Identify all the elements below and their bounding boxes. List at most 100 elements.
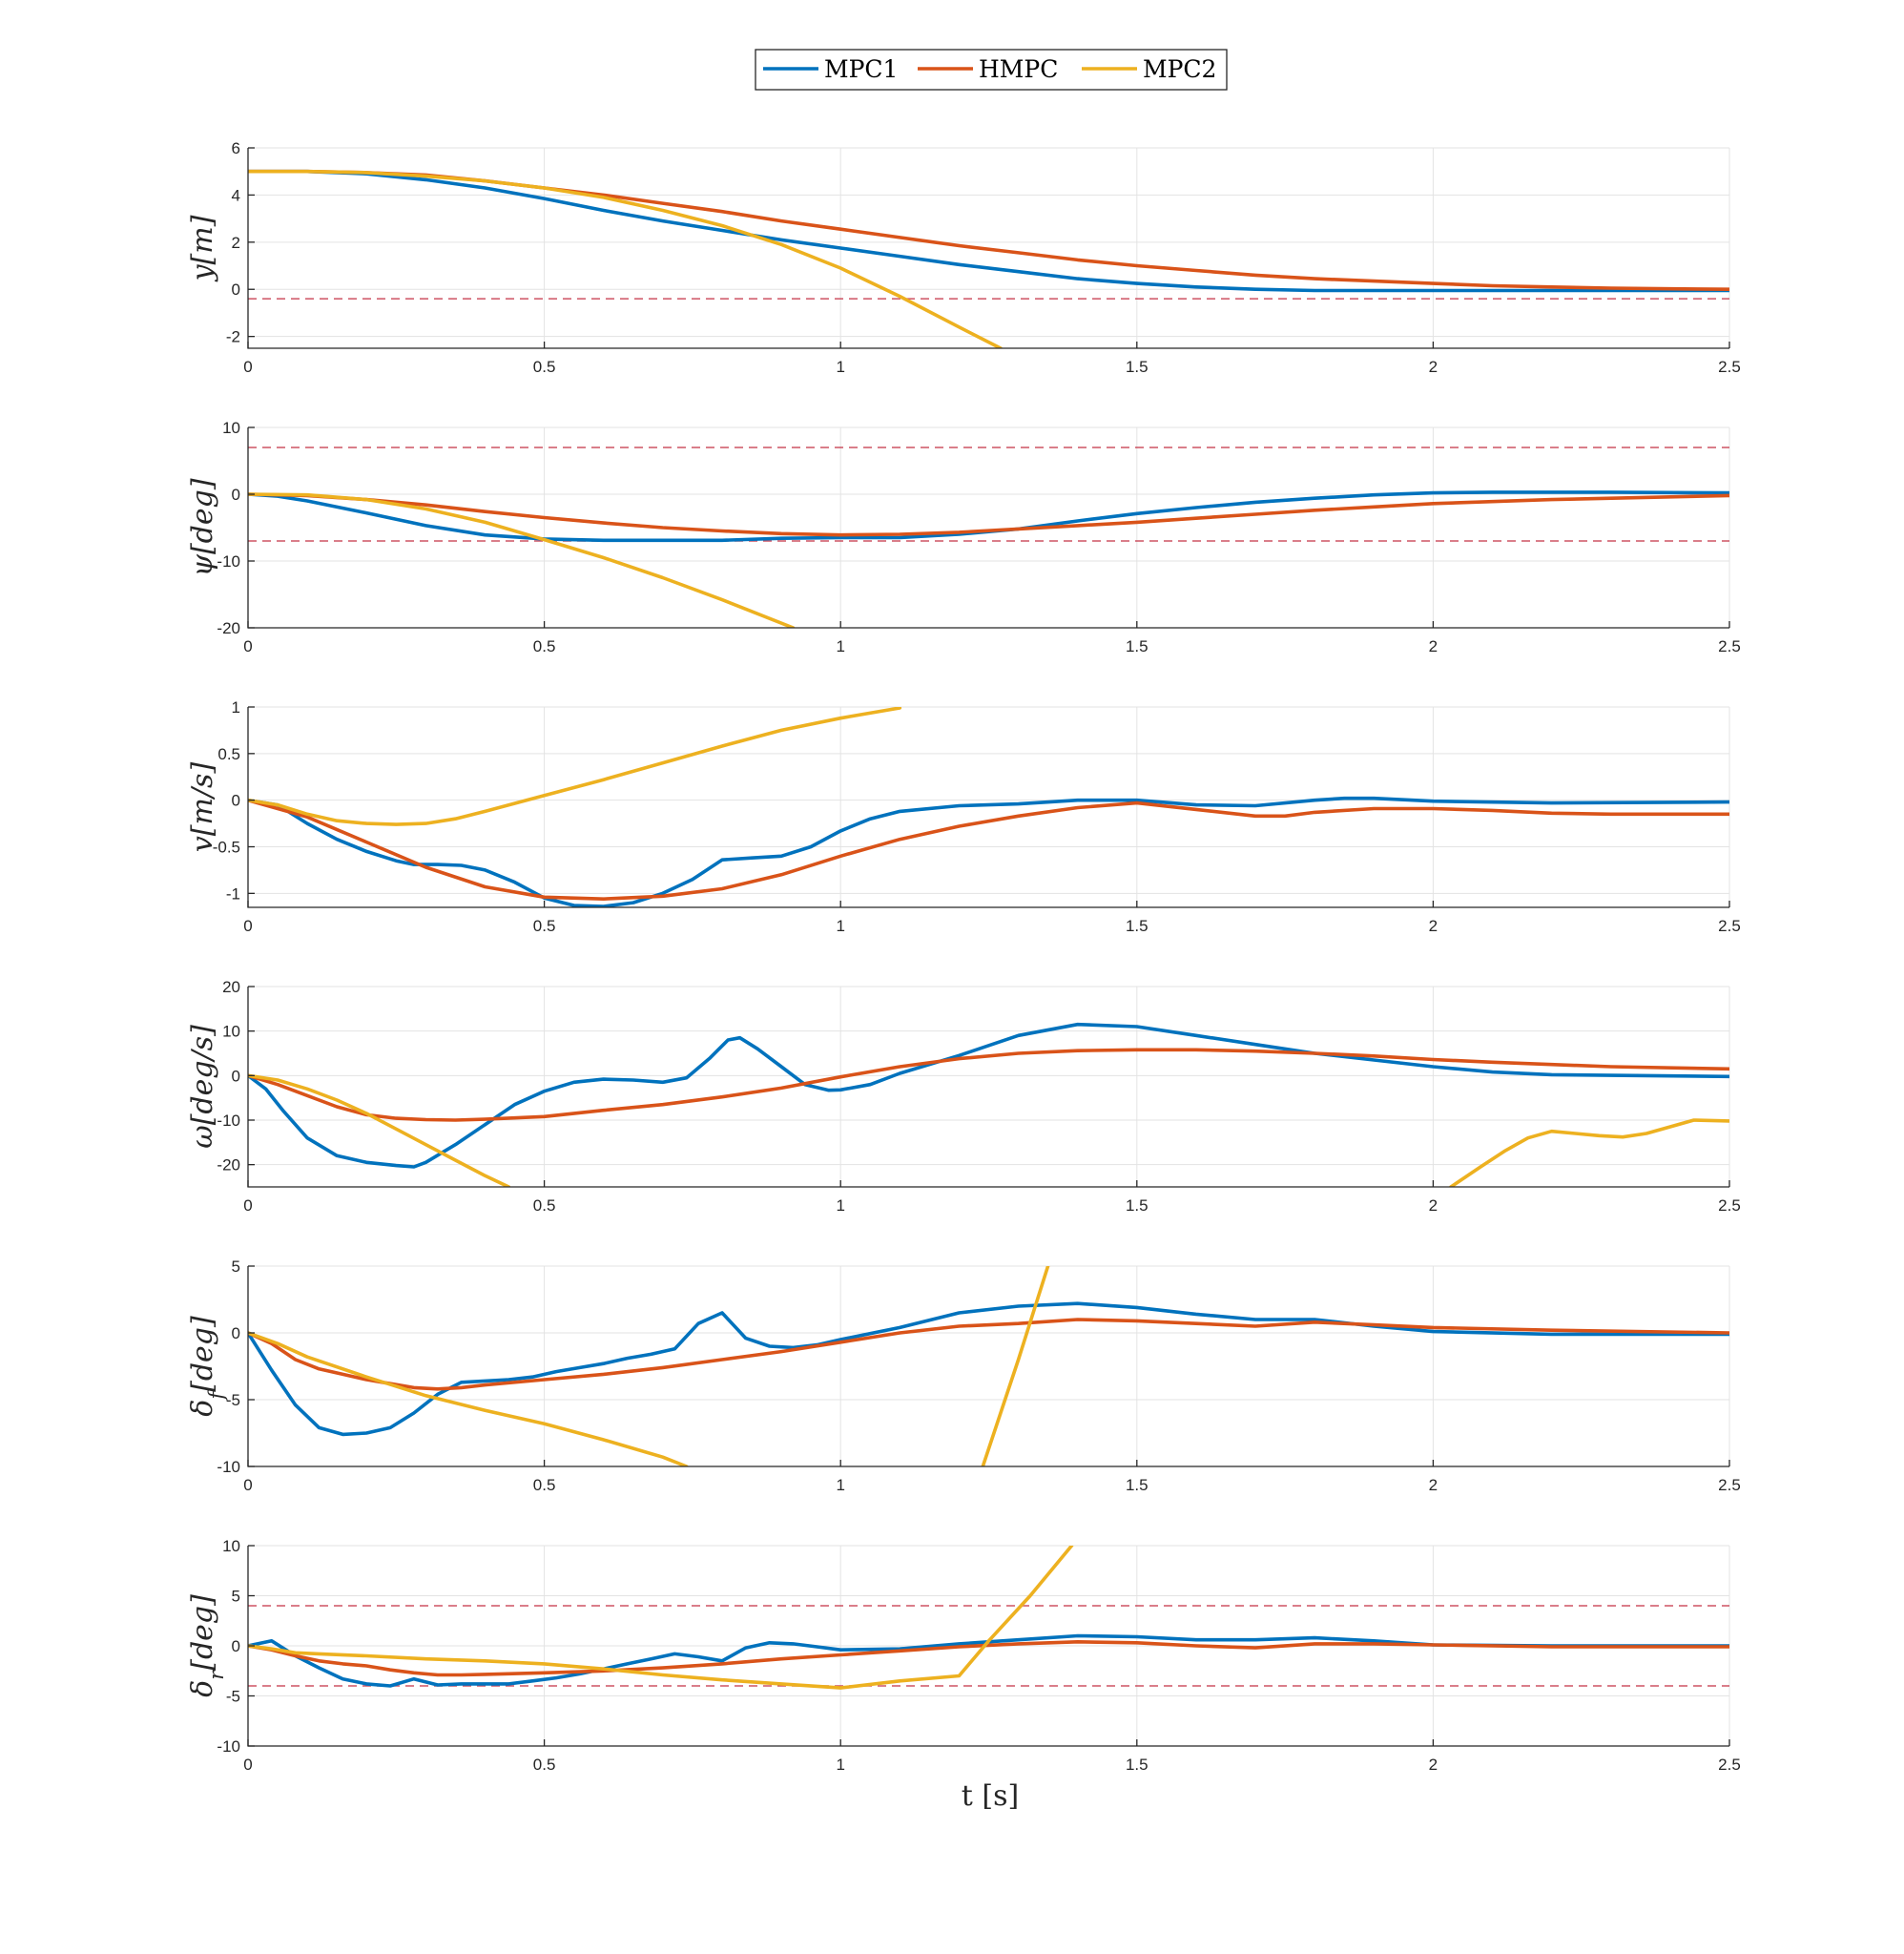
series-line-hmpc xyxy=(248,1640,1729,1677)
x-tick-label: 0.5 xyxy=(533,637,556,655)
legend-box xyxy=(755,49,1228,91)
y-tick-label: 2 xyxy=(232,234,240,252)
legend-label-mpc2: MPC2 xyxy=(1143,55,1216,83)
subplot-4: 0 0.5 1 1.5 2 2.5 -20 -10 0 10 20 ω[deg/s] xyxy=(186,978,1741,1215)
subplot-2: 0 0.5 1 1.5 2 2.5 -20 -10 0 10 ψ[deg] xyxy=(186,419,1741,655)
series-line-mpc1 xyxy=(248,1301,1729,1437)
x-tick-label: 2.5 xyxy=(1718,1196,1741,1215)
series-group xyxy=(248,490,1729,628)
subplot-6: 0 0.5 1 1.5 2 2.5 -10 -5 0 5 10 δr[deg] xyxy=(186,1537,1741,1774)
y-tick-label: 0 xyxy=(232,1324,240,1342)
series-line-mpc2 xyxy=(248,1546,1074,1690)
x-tick-label: 1.5 xyxy=(1126,1476,1149,1494)
x-tick-label: 1.5 xyxy=(1126,358,1149,376)
series-line-hmpc xyxy=(248,492,1729,537)
y-tick-label: 10 xyxy=(222,1537,240,1555)
axes-frame xyxy=(247,987,1729,1188)
y-tick-label: 10 xyxy=(222,419,240,437)
x-tick-label: 1 xyxy=(836,1476,844,1494)
legend-label-mpc1: MPC1 xyxy=(824,55,898,83)
x-tick-label: 2.5 xyxy=(1718,1756,1741,1774)
x-tick-label: 1 xyxy=(836,917,844,935)
y-tick-label: 0 xyxy=(232,1067,240,1085)
y-tick-label: -2 xyxy=(226,328,240,346)
series-line-hmpc xyxy=(248,169,1729,291)
y-axis-label: y[m] xyxy=(186,215,219,282)
series-line-hmpc xyxy=(248,798,1729,901)
x-tick-label: 0.5 xyxy=(533,1476,556,1494)
series-line-mpc1 xyxy=(248,169,1729,293)
x-tick-label: 0.5 xyxy=(533,1756,556,1774)
x-tick-label: 1 xyxy=(836,1196,844,1215)
y-tick-label: -10 xyxy=(217,1112,240,1130)
series-line-mpc2 xyxy=(248,169,1003,348)
series-line-hmpc xyxy=(248,1318,1729,1391)
subplot-3: 0 0.5 1 1.5 2 2.5 -1 -0.5 0 0.5 1 v[m/s] xyxy=(186,698,1741,935)
x-tick-label: 2 xyxy=(1429,358,1438,376)
x-tick-label: 0 xyxy=(243,1476,252,1494)
y-tick-label: 0 xyxy=(232,792,240,810)
series-line-mpc2 xyxy=(248,1331,689,1466)
x-tick-label: 0 xyxy=(243,1756,252,1774)
x-tick-label: 2 xyxy=(1429,637,1438,655)
y-tick-label: -20 xyxy=(217,1156,240,1174)
legend: MPC1 HMPC MPC2 xyxy=(755,49,1228,91)
y-axis-label: ω[deg/s] xyxy=(186,1025,219,1149)
series-line-hmpc xyxy=(248,1048,1729,1122)
x-tick-label: 0.5 xyxy=(533,917,556,935)
series-line-mpc2 xyxy=(981,1266,1050,1466)
x-tick-label: 1.5 xyxy=(1126,917,1149,935)
series-line-mpc2 xyxy=(1449,1118,1729,1187)
y-tick-label: -1 xyxy=(226,884,240,903)
series-line-mpc2 xyxy=(248,1073,511,1187)
x-tick-label: 2 xyxy=(1429,1196,1438,1215)
y-tick-label: 10 xyxy=(222,1023,240,1041)
y-tick-label: -5 xyxy=(226,1688,240,1706)
x-tick-label: 2.5 xyxy=(1718,637,1741,655)
series-group xyxy=(248,1266,1729,1466)
y-tick-label: -0.5 xyxy=(213,839,240,857)
series-line-mpc1 xyxy=(248,1633,1729,1688)
x-tick-label: 0 xyxy=(243,917,252,935)
y-tick-label: 4 xyxy=(232,186,240,204)
x-tick-label: 1 xyxy=(836,637,844,655)
legend-label-hmpc: HMPC xyxy=(979,55,1058,83)
x-tick-label: 1.5 xyxy=(1126,1756,1149,1774)
axes-frame xyxy=(247,427,1729,629)
x-tick-label: 1.5 xyxy=(1126,1196,1149,1215)
y-tick-label: -20 xyxy=(217,619,240,637)
y-tick-label: 0 xyxy=(232,1637,240,1655)
y-tick-label: -5 xyxy=(226,1391,240,1409)
x-tick-label: 0 xyxy=(243,637,252,655)
x-tick-label: 0 xyxy=(243,358,252,376)
y-tick-label: -10 xyxy=(217,1737,240,1756)
y-tick-label: 0.5 xyxy=(217,745,240,763)
x-tick-label: 0 xyxy=(243,1196,252,1215)
series-group xyxy=(248,169,1729,348)
y-tick-label: 20 xyxy=(222,978,240,996)
series-line-mpc1 xyxy=(248,1022,1729,1169)
x-tick-label: 1 xyxy=(836,1756,844,1774)
y-axis-label: δr[deg] xyxy=(186,1594,228,1697)
y-tick-label: 6 xyxy=(232,139,240,157)
series-group xyxy=(248,707,1729,907)
series-line-mpc2 xyxy=(248,492,796,628)
y-axis-label: v[m/s] xyxy=(186,762,219,853)
x-tick-label: 2.5 xyxy=(1718,1476,1741,1494)
y-tick-label: 1 xyxy=(232,698,240,717)
y-tick-label: 5 xyxy=(232,1258,240,1276)
x-tick-label: 2 xyxy=(1429,1756,1438,1774)
x-tick-label: 2.5 xyxy=(1718,358,1741,376)
y-axis-label: ψ[deg] xyxy=(186,478,219,576)
y-tick-label: -10 xyxy=(217,552,240,571)
subplot-5: 0 0.5 1 1.5 2 2.5 -10 -5 0 5 δf[deg] xyxy=(186,1258,1741,1494)
x-tick-label: 0.5 xyxy=(533,358,556,376)
y-tick-label: -10 xyxy=(217,1458,240,1476)
x-tick-label: 1.5 xyxy=(1126,637,1149,655)
x-tick-label: 2.5 xyxy=(1718,917,1741,935)
x-tick-label: 2 xyxy=(1429,1476,1438,1494)
series-line-mpc1 xyxy=(248,796,1729,907)
y-tick-label: 0 xyxy=(232,486,240,504)
